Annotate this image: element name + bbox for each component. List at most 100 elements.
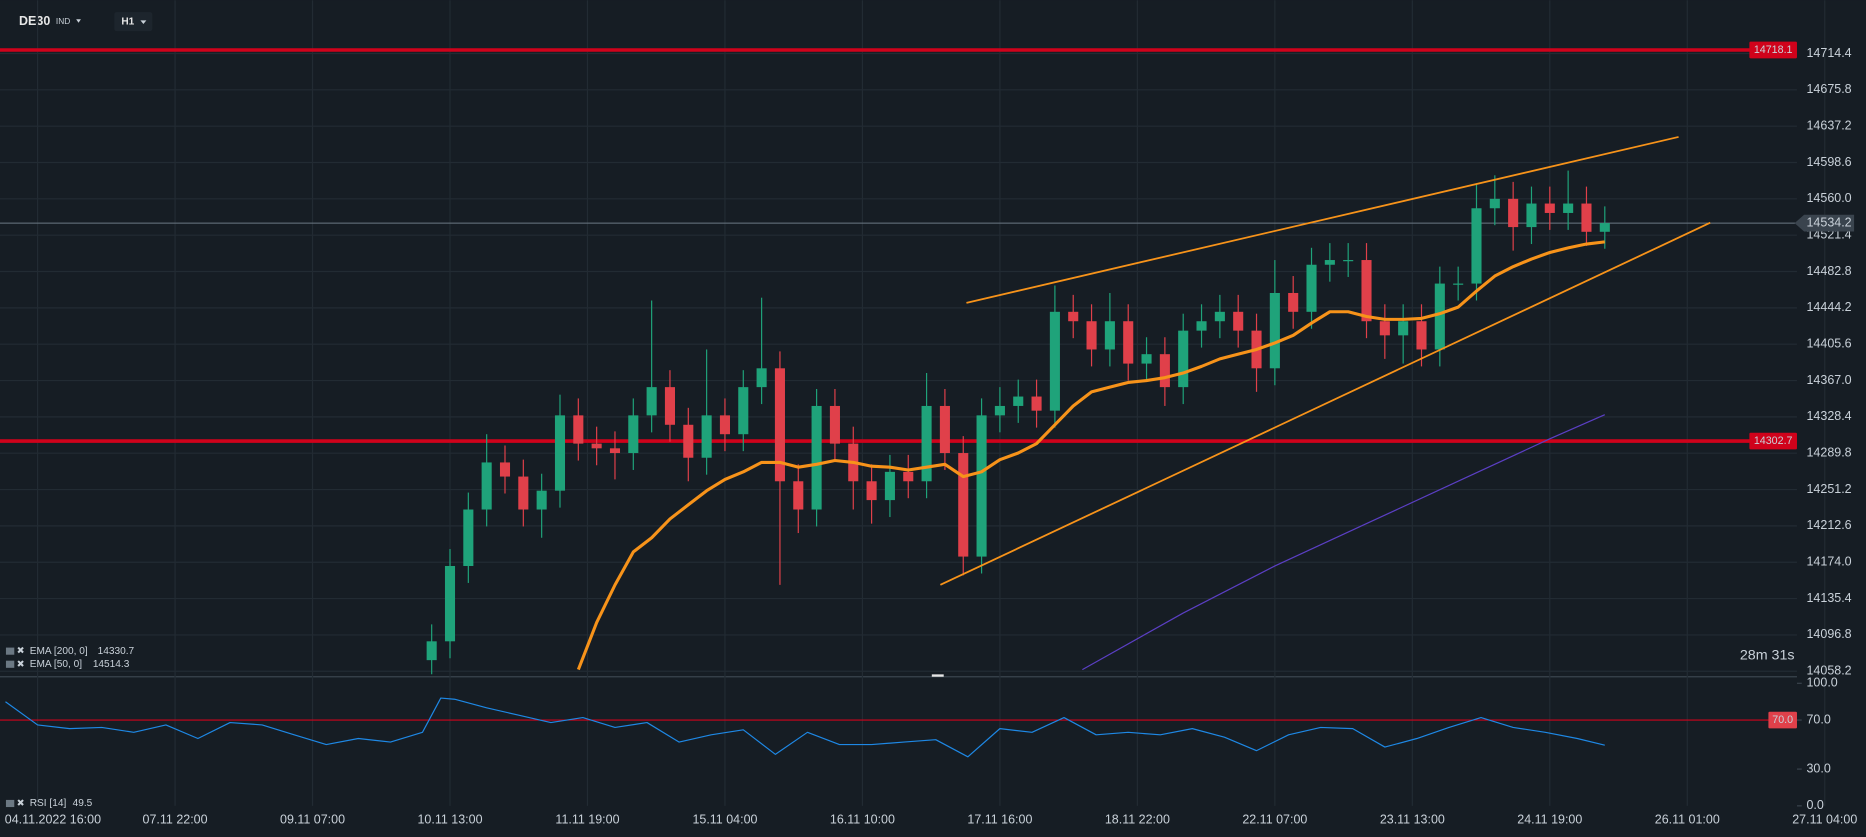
candle-body [1306, 264, 1317, 312]
candle-body [536, 490, 547, 510]
x-tick-label: 23.11 13:00 [1380, 812, 1445, 826]
symbol-class: IND [56, 16, 70, 26]
y-tick-label: 14328.4 [1806, 409, 1851, 423]
legend-icon [5, 799, 15, 808]
candle-body [1526, 203, 1537, 228]
x-tick-label: 17.11 16:00 [967, 812, 1032, 826]
candle-body [811, 405, 822, 510]
rsi-line [5, 697, 1605, 758]
legend-value: 14514.3 [93, 659, 130, 670]
candle-body [903, 471, 914, 482]
candle-body [426, 641, 437, 661]
candle-body [1214, 311, 1225, 322]
legend-close: ✖ [17, 798, 25, 809]
level-label-box [1749, 432, 1797, 450]
candle-body [866, 481, 877, 501]
y-tick-label: 14174.0 [1806, 555, 1851, 569]
y-tick-label: 14212.6 [1806, 518, 1851, 532]
candle-body [958, 453, 969, 557]
legend-icon [5, 660, 15, 668]
candle-body [628, 415, 639, 454]
rsi-tick-label: 30.0 [1806, 761, 1830, 775]
y-tick-label: 14405.6 [1806, 336, 1851, 350]
candle-body [1343, 260, 1354, 262]
x-tick-label: 10.11 13:00 [417, 812, 482, 826]
x-tick-label: 04.11.2022 16:00 [5, 812, 101, 826]
candle-body [1159, 354, 1170, 388]
current-price-box [1794, 214, 1855, 232]
candle-body [1196, 321, 1207, 331]
candle-body [719, 415, 730, 435]
timeframe[interactable]: H1 [121, 16, 134, 27]
candle-body [518, 476, 529, 510]
rsi-value: 49.5 [73, 798, 93, 809]
rsi-level-box [1768, 711, 1797, 729]
y-tick-label: 14598.6 [1806, 155, 1851, 169]
candle-body [994, 405, 1005, 416]
candle-body [1563, 203, 1574, 213]
x-tick-label: 07.11 22:00 [143, 812, 208, 826]
candle-body [1086, 321, 1097, 350]
y-tick-label: 14096.8 [1806, 627, 1851, 641]
candle-timer: 28m 31s [1740, 648, 1795, 664]
candle-body [664, 387, 676, 425]
legend-name: EMA [50, 0] [30, 659, 82, 670]
candle-body [1288, 292, 1299, 312]
candle-body [756, 368, 767, 388]
legend-close: ✖ [17, 646, 25, 657]
x-tick-label: 22.11 07:00 [1242, 812, 1307, 826]
timeframe-button[interactable] [114, 12, 153, 32]
y-tick-label: 14251.2 [1806, 482, 1851, 496]
timeframe-dropdown[interactable] [140, 20, 147, 24]
candle-body [1068, 311, 1079, 322]
y-tick-label: 14135.4 [1806, 591, 1851, 605]
candle-body [1031, 396, 1042, 411]
candle-body [1141, 354, 1152, 364]
candle-body [1233, 311, 1244, 331]
y-tick-label: 14367.0 [1806, 373, 1851, 387]
candle-body [1123, 321, 1134, 364]
candle-body [1178, 330, 1189, 388]
candle-body [1489, 198, 1500, 209]
candle-body [444, 565, 456, 642]
candle-body [1416, 321, 1427, 350]
x-tick-label: 16.11 10:00 [830, 812, 895, 826]
candle-body [1544, 203, 1555, 213]
level-label: 14302.7 [1754, 435, 1793, 447]
candle-body [1379, 321, 1390, 336]
price-pane [0, 48, 1797, 675]
y-tick-label: 14058.2 [1806, 664, 1851, 678]
y-tick-label: 14289.8 [1806, 446, 1851, 460]
symbol[interactable]: DE30 [19, 14, 50, 28]
level-label: 14718.1 [1754, 44, 1793, 56]
candle-body [939, 405, 950, 454]
candle-body [591, 443, 602, 449]
candle-body [1104, 321, 1115, 350]
x-tick-label: 26.11 01:00 [1655, 812, 1720, 826]
candle-body [1508, 198, 1519, 228]
candle-body [1269, 292, 1280, 369]
rsi-tick-label: 0.0 [1806, 798, 1823, 812]
candle-body [463, 509, 474, 566]
candle-body [1013, 396, 1024, 406]
candle-body [609, 448, 621, 454]
x-tick-label: 27.11 04:00 [1792, 812, 1857, 826]
candle-body [1434, 283, 1445, 350]
candle-body [646, 387, 657, 416]
symbol-dropdown[interactable] [76, 19, 81, 23]
candle-body [554, 415, 566, 491]
ema-line [1082, 414, 1606, 671]
candle-body [701, 415, 712, 458]
y-tick-label: 14444.2 [1806, 300, 1851, 314]
candle-body [1361, 260, 1372, 322]
x-tick-label: 15.11 04:00 [692, 812, 757, 826]
legend-icon [5, 647, 15, 655]
candle-body [499, 462, 511, 477]
x-tick-label: 18.11 22:00 [1105, 812, 1170, 826]
candle-body [1398, 321, 1409, 336]
candle-body [774, 368, 785, 482]
rsi-tick-label: 70.0 [1806, 712, 1830, 726]
